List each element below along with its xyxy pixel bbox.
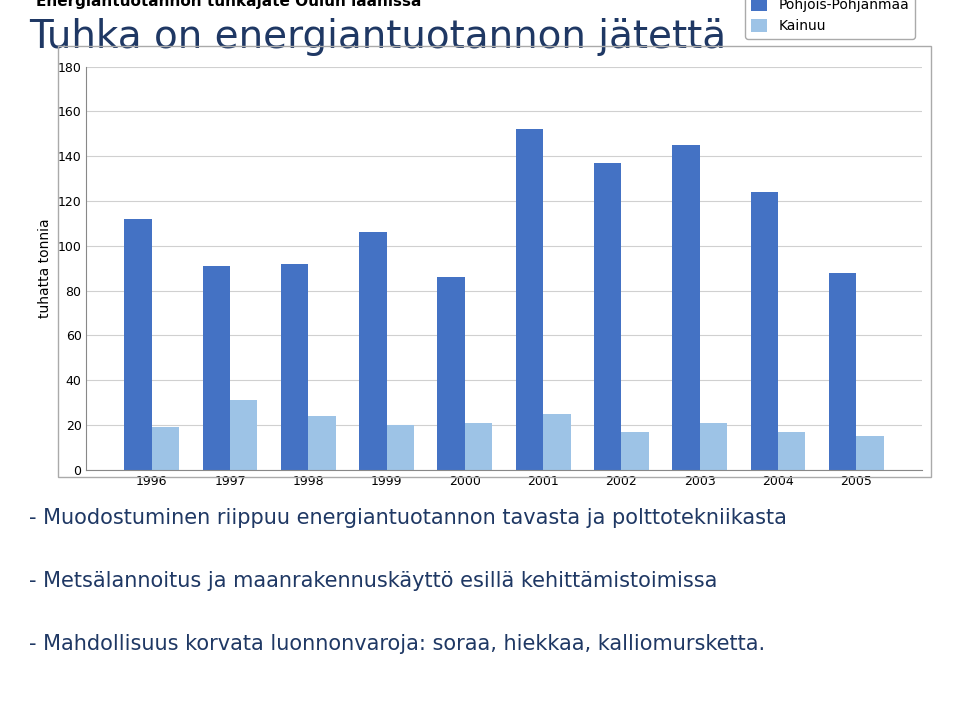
Bar [438,277,465,470]
Bar [308,416,336,470]
Bar [465,423,492,470]
Bar [359,232,387,470]
Bar [152,427,180,470]
Bar [203,266,230,470]
Bar [543,414,570,470]
Bar [516,129,543,470]
Bar [281,264,308,470]
Bar [856,436,883,470]
Bar [621,432,649,470]
Bar [230,400,257,470]
Text: Energiantuotannon tuhkajäte Oulun läänissä: Energiantuotannon tuhkajäte Oulun läänis… [36,0,421,9]
Bar [778,432,805,470]
Bar [828,273,856,470]
Y-axis label: tuhatta tonnia: tuhatta tonnia [38,218,52,318]
Bar [751,192,778,470]
Text: - Metsälannoitus ja maanrakennuskäyttö esillä kehittämistoimissa: - Metsälannoitus ja maanrakennuskäyttö e… [29,571,717,592]
Bar [594,163,621,470]
Bar [125,219,152,470]
Bar [387,425,414,470]
Text: - Muodostuminen riippuu energiantuotannon tavasta ja polttotekniikasta: - Muodostuminen riippuu energiantuotanno… [29,508,786,529]
Bar [700,423,727,470]
Legend: Pohjois-Pohjanmaa, Kainuu: Pohjois-Pohjanmaa, Kainuu [745,0,915,39]
Bar [672,145,700,470]
Text: - Mahdollisuus korvata luonnonvaroja: soraa, hiekkaa, kalliomursketta.: - Mahdollisuus korvata luonnonvaroja: so… [29,634,765,655]
Text: Tuhka on energiantuotannon jätettä: Tuhka on energiantuotannon jätettä [29,18,726,55]
